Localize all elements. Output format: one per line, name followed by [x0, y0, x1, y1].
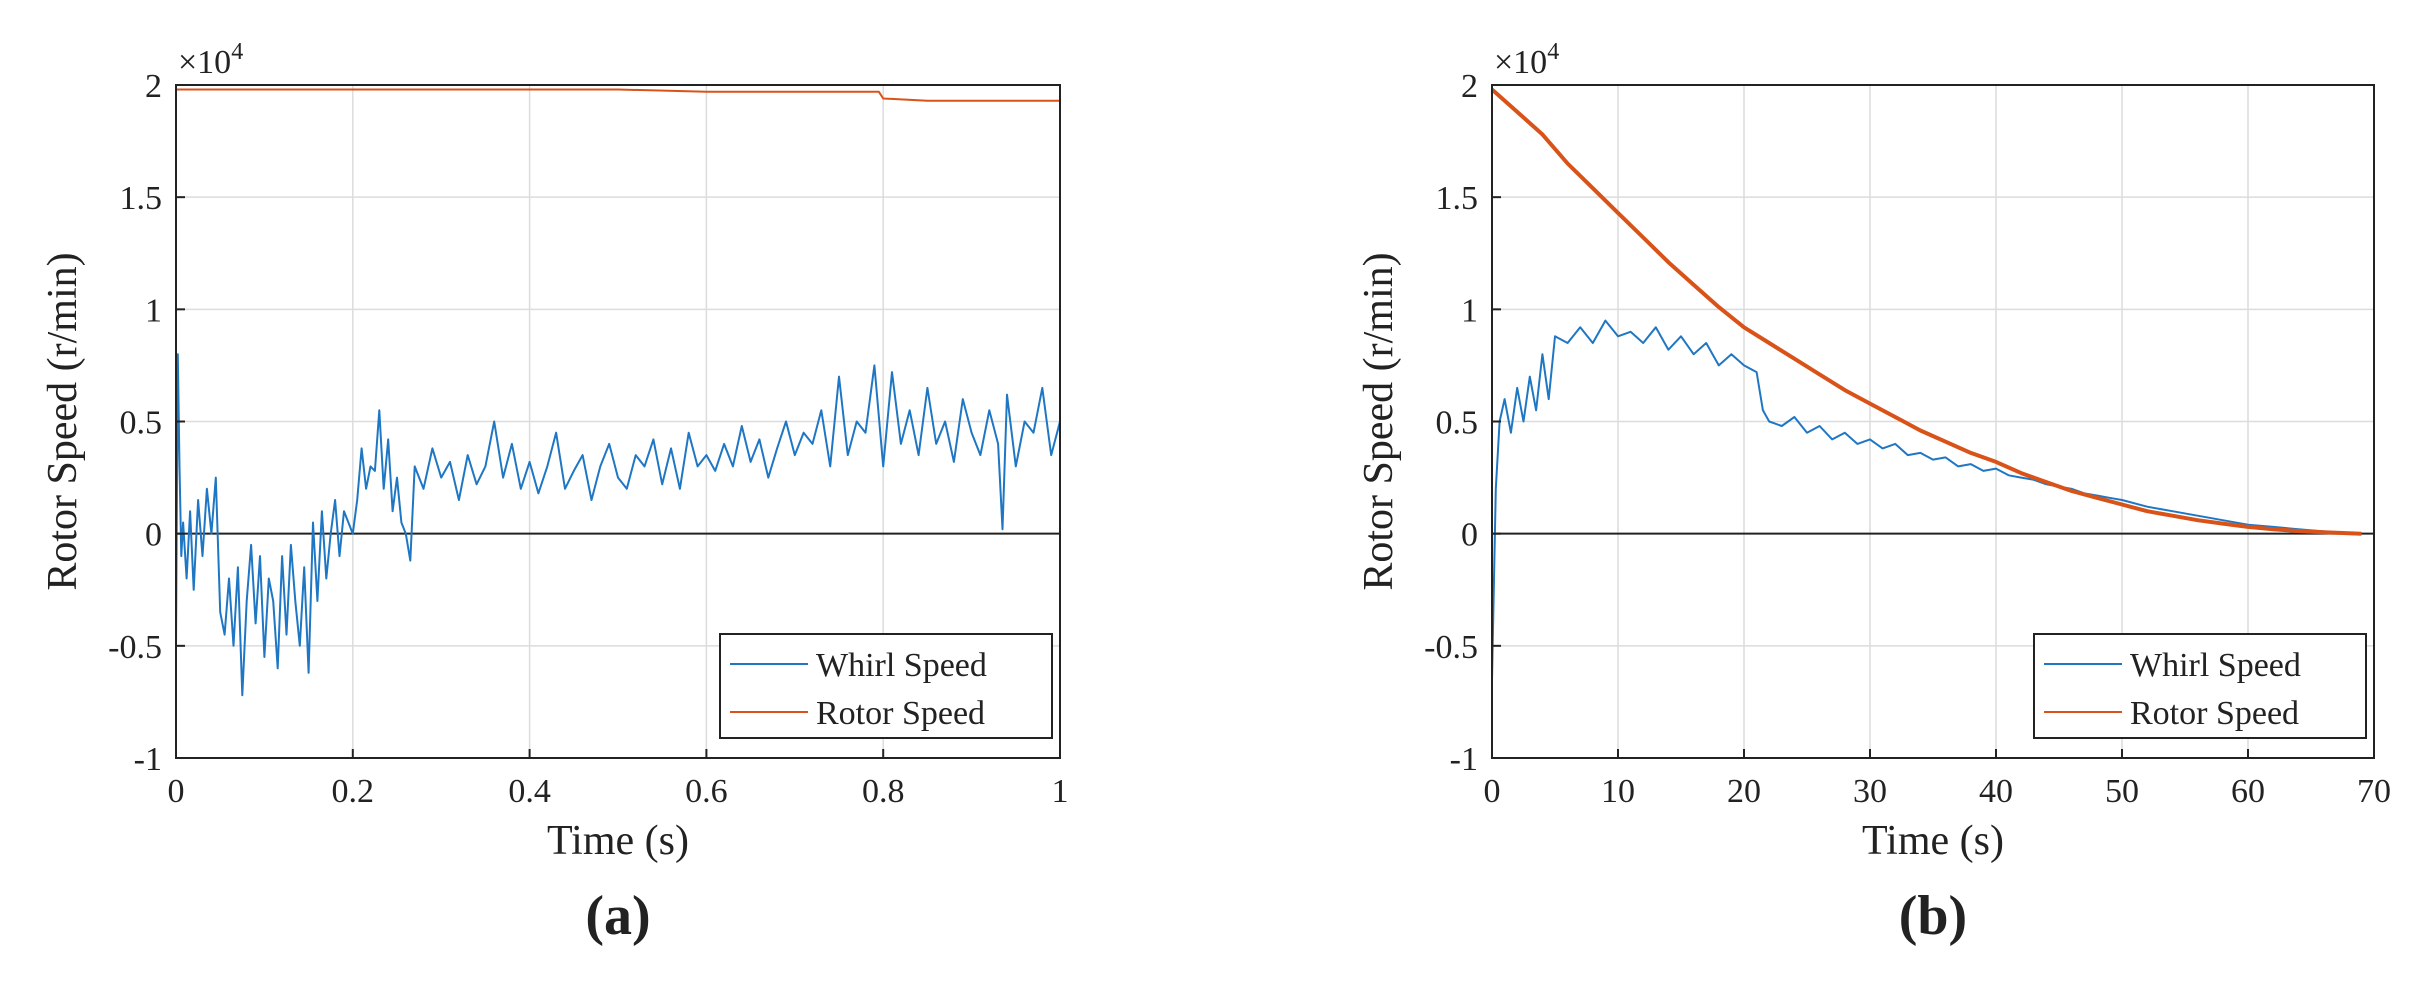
y-tick-label: 0	[145, 517, 162, 554]
x-tick-label: 1	[1052, 773, 1069, 810]
legend-entry: Whirl Speed	[816, 647, 987, 684]
y-tick-label: 1.5	[1436, 180, 1479, 217]
x-axis-label: Time (s)	[1862, 818, 2004, 864]
x-tick-label: 0	[1484, 773, 1501, 810]
x-tick-label: 0.4	[508, 773, 551, 810]
x-tick-label: 40	[1979, 773, 2013, 810]
legend-entry: Rotor Speed	[2130, 695, 2299, 732]
x-tick-label: 70	[2357, 773, 2391, 810]
y-scale-base: ×10	[1494, 44, 1547, 81]
y-tick-label: 2	[1461, 68, 1478, 105]
y-scale-note: ×104	[1494, 39, 1559, 81]
y-axis-label: Rotor Speed (r/min)	[1356, 252, 1402, 590]
legend-entry: Rotor Speed	[816, 695, 985, 732]
legend-entry: Whirl Speed	[2130, 647, 2301, 684]
x-tick-label: 60	[2231, 773, 2265, 810]
y-tick-label: -1	[1450, 741, 1478, 778]
x-tick-label: 10	[1601, 773, 1635, 810]
y-tick-label: 1.5	[120, 180, 163, 217]
y-tick-label: -0.5	[108, 629, 162, 666]
y-scale-note: ×104	[178, 39, 243, 81]
series-line-whirl-speed	[1492, 319, 2362, 680]
panel-label: (a)	[585, 885, 650, 947]
x-tick-label: 0	[168, 773, 185, 810]
panel-label: (b)	[1899, 885, 1967, 947]
y-scale-base: ×10	[178, 44, 231, 81]
y-tick-label: 0	[1461, 517, 1478, 554]
y-tick-label: 1	[145, 292, 162, 329]
series-line-whirl-speed	[176, 353, 1060, 697]
y-tick-label: 0.5	[1436, 405, 1479, 442]
legend-box	[719, 633, 1053, 739]
y-axis-label: Rotor Speed (r/min)	[40, 252, 86, 590]
y-tick-label: 1	[1461, 292, 1478, 329]
series-line-rotor-speed	[176, 88, 1060, 102]
chart-panel-a: 0 0.2 0.4 0.6 0.8 1 -1 -0.5 0 0.5 1 1.5 2 ×104 Time (s…	[40, 39, 1069, 947]
y-scale-exponent: 4	[231, 39, 243, 65]
x-tick-label: 50	[2105, 773, 2139, 810]
x-tick-label: 0.8	[862, 773, 905, 810]
x-tick-label: 30	[1853, 773, 1887, 810]
x-axis-label: Time (s)	[547, 818, 689, 864]
x-tick-label: 20	[1727, 773, 1761, 810]
y-scale-exponent: 4	[1547, 39, 1559, 65]
y-tick-label: 2	[145, 68, 162, 105]
x-tick-label: 0.2	[332, 773, 375, 810]
y-tick-label: -0.5	[1424, 629, 1478, 666]
series-line-rotor-speed	[1492, 88, 2362, 536]
y-tick-label: 0.5	[120, 405, 163, 442]
x-tick-label: 0.6	[685, 773, 728, 810]
y-tick-label: -1	[134, 741, 162, 778]
chart-panel-b: 0 10 20 30 40 50 60 70 -1 -0.5 0 0.5 1 1.5 2 ×104 Time (…	[1356, 39, 2391, 947]
legend-box	[2033, 633, 2367, 739]
